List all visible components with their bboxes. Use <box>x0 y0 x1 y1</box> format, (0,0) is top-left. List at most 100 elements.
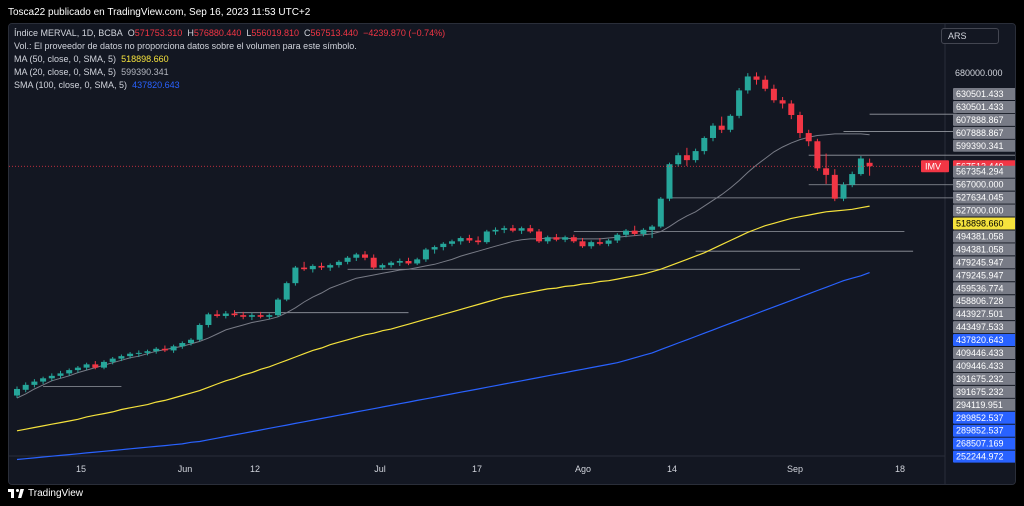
candle-body <box>353 254 360 258</box>
price-label-text: 479245.947 <box>956 270 1004 280</box>
price-label-bg <box>953 88 1015 100</box>
candle-53 <box>475 236 482 245</box>
price-label-bg <box>953 450 1015 463</box>
candle-body <box>588 242 595 247</box>
candle-body <box>440 243 447 248</box>
price-label-24: 294119.951 <box>953 398 1015 411</box>
price-label-17: 443927.501 <box>953 308 1015 321</box>
price-label-13: 479245.947 <box>953 256 1015 269</box>
candle-90 <box>797 111 803 138</box>
price-label-bg <box>953 282 1015 295</box>
close-key: C <box>304 28 311 38</box>
high-key: H <box>187 28 194 38</box>
x-tick-label-4: 17 <box>472 464 482 474</box>
price-label-text: 294119.951 <box>956 400 1003 410</box>
price-label-14: 479245.947 <box>953 269 1015 282</box>
candle-body <box>240 315 247 317</box>
candle-41 <box>370 254 377 270</box>
brand-name: TradingView <box>28 488 84 499</box>
candle-91 <box>805 129 812 147</box>
candle-body <box>161 348 168 351</box>
x-tick-label-3: Jul <box>374 464 386 474</box>
price-label-bg <box>953 334 1015 347</box>
candle-body <box>101 361 107 368</box>
candle-body <box>814 141 821 169</box>
candle-body <box>309 265 316 270</box>
candle-body <box>266 315 273 317</box>
candle-body <box>657 198 664 227</box>
ma50-line <box>16 205 870 432</box>
sma100-label: SMA (100, close, 0, SMA, 5) <box>14 80 128 90</box>
price-label-text: 409446.433 <box>956 348 1004 358</box>
candle-body <box>370 257 377 268</box>
candle-2 <box>31 379 38 388</box>
candle-body <box>492 229 499 232</box>
candle-body <box>144 351 151 353</box>
open-key: O <box>127 28 135 38</box>
candle-64 <box>570 234 577 243</box>
candle-body <box>788 103 795 116</box>
x-tick-label-6: 14 <box>667 464 677 474</box>
candle-27 <box>248 312 255 321</box>
candle-29 <box>266 313 273 320</box>
price-chart[interactable]: 680000.000 630501.433 630501.433 607888.867… <box>9 24 1015 484</box>
candle-body <box>179 343 186 347</box>
price-label-bg <box>953 308 1015 321</box>
candle-body <box>553 237 560 240</box>
x-tick-label-2: 12 <box>250 464 260 474</box>
candle-body <box>666 164 673 199</box>
candle-87 <box>770 84 777 103</box>
candle-76 <box>675 152 682 167</box>
candle-66 <box>588 240 595 249</box>
candle-body <box>866 162 873 167</box>
candle-86 <box>762 75 769 92</box>
candle-body <box>501 228 508 230</box>
candle-67 <box>596 238 603 246</box>
candle-body <box>248 315 255 317</box>
candle-96 <box>849 171 856 188</box>
candle-19 <box>179 341 186 349</box>
ma20-value: 599390.341 <box>121 67 169 77</box>
candle-body <box>57 373 64 376</box>
price-top-label: 680000.000 <box>955 68 1003 78</box>
price-label-text: 527634.045 <box>956 193 1004 203</box>
candle-body <box>457 238 464 242</box>
price-label-bg <box>953 217 1015 230</box>
price-label-text: 607888.867 <box>956 115 1004 125</box>
price-label-16: 458806.728 <box>953 295 1015 308</box>
candle-20 <box>188 338 194 346</box>
candle-7 <box>74 366 81 373</box>
candle-37 <box>335 260 342 268</box>
candle-69 <box>614 233 621 243</box>
symbol-tag-text: IMV <box>925 161 941 171</box>
price-label-text: 459536.774 <box>956 283 1004 293</box>
candle-body <box>188 339 194 344</box>
candle-body <box>623 230 629 235</box>
candle-body <box>92 364 99 368</box>
price-label-text: 607888.867 <box>956 128 1004 138</box>
candle-body <box>431 247 438 250</box>
price-label-text: 567000.000 <box>956 180 1004 190</box>
candle-body <box>579 241 586 247</box>
ma20-legend: MA (20, close, 0, SMA, 5) 599390.341 <box>14 67 169 77</box>
candle-body <box>770 88 777 101</box>
candle-84 <box>744 73 751 94</box>
price-label-bg <box>953 204 1015 217</box>
candle-14 <box>135 350 142 357</box>
candle-body <box>744 76 751 91</box>
candle-71 <box>631 225 638 236</box>
candle-body <box>292 267 299 284</box>
candle-body <box>318 265 325 268</box>
x-tick-label-7: Sep <box>787 464 803 474</box>
footer-brand[interactable]: TradingView <box>8 488 83 499</box>
currency-selector[interactable]: ARS <box>941 28 999 44</box>
candle-45 <box>405 257 412 266</box>
candle-body <box>275 299 281 316</box>
price-label-21: 409446.433 <box>953 359 1015 372</box>
price-label-text: 391675.232 <box>956 374 1004 384</box>
candle-body <box>849 174 856 185</box>
candle-28 <box>257 311 264 319</box>
chart-panel[interactable]: 680000.000 630501.433 630501.433 607888.867… <box>8 23 1016 485</box>
candle-72 <box>640 228 647 237</box>
candle-body <box>301 267 308 270</box>
